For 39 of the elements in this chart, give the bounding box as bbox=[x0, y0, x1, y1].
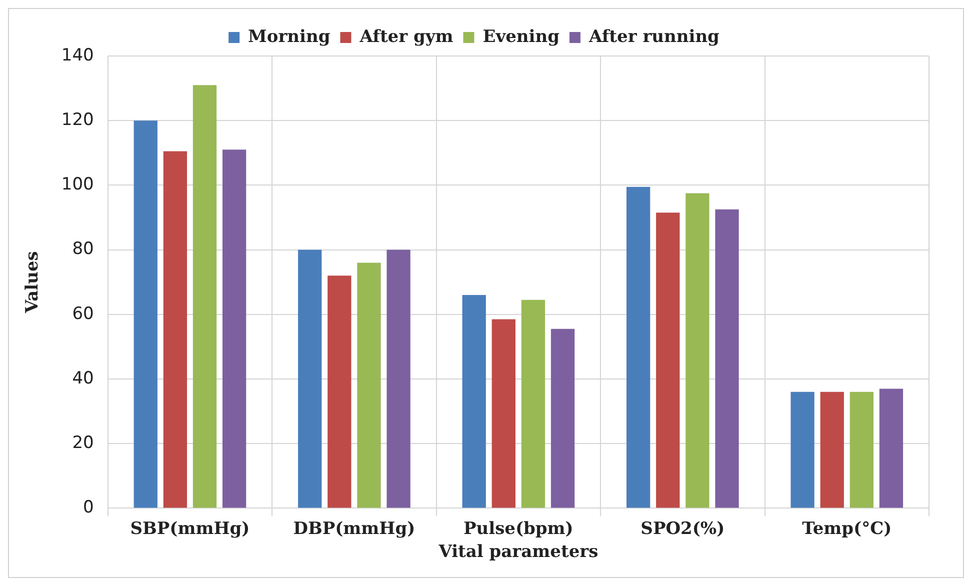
bar bbox=[134, 120, 158, 508]
x-tick-label: Pulse(bpm) bbox=[464, 518, 574, 539]
x-tick-label: Temp(°C) bbox=[802, 518, 892, 539]
legend-label: After gym bbox=[358, 26, 454, 47]
bar bbox=[521, 300, 546, 508]
bar bbox=[462, 295, 486, 508]
bar bbox=[790, 392, 814, 508]
bar bbox=[879, 388, 904, 508]
bar bbox=[357, 262, 381, 508]
bar bbox=[686, 193, 710, 508]
bar bbox=[192, 85, 217, 508]
y-tick-label: 60 bbox=[72, 304, 94, 324]
x-tick-label: DBP(mmHg) bbox=[293, 518, 416, 539]
y-tick-label: 120 bbox=[61, 110, 94, 130]
bar bbox=[163, 151, 188, 508]
y-tick-label: 100 bbox=[61, 174, 94, 195]
x-tick-label: SPO2(%) bbox=[640, 518, 725, 539]
bar bbox=[492, 319, 516, 508]
y-tick-label: 140 bbox=[61, 45, 94, 66]
legend-label: Evening bbox=[482, 26, 560, 47]
bar bbox=[386, 250, 410, 508]
bar bbox=[626, 186, 650, 508]
bar bbox=[222, 150, 246, 508]
y-tick-label: 0 bbox=[83, 498, 94, 518]
bar bbox=[820, 392, 844, 508]
y-tick-label: 80 bbox=[72, 239, 94, 260]
bar bbox=[656, 212, 680, 508]
y-axis-title: Values bbox=[22, 251, 43, 314]
bar bbox=[850, 392, 874, 508]
legend-label: Morning bbox=[248, 26, 330, 47]
legend-label: After running bbox=[588, 26, 720, 47]
bar bbox=[298, 250, 322, 508]
y-tick-label: 20 bbox=[72, 433, 94, 454]
bar bbox=[715, 209, 739, 508]
bar bbox=[550, 328, 575, 508]
y-tick-label: 40 bbox=[72, 368, 94, 388]
x-tick-label: SBP(mmHg) bbox=[130, 518, 250, 539]
x-axis-title: Vital parameters bbox=[438, 542, 598, 562]
bar bbox=[328, 276, 352, 508]
